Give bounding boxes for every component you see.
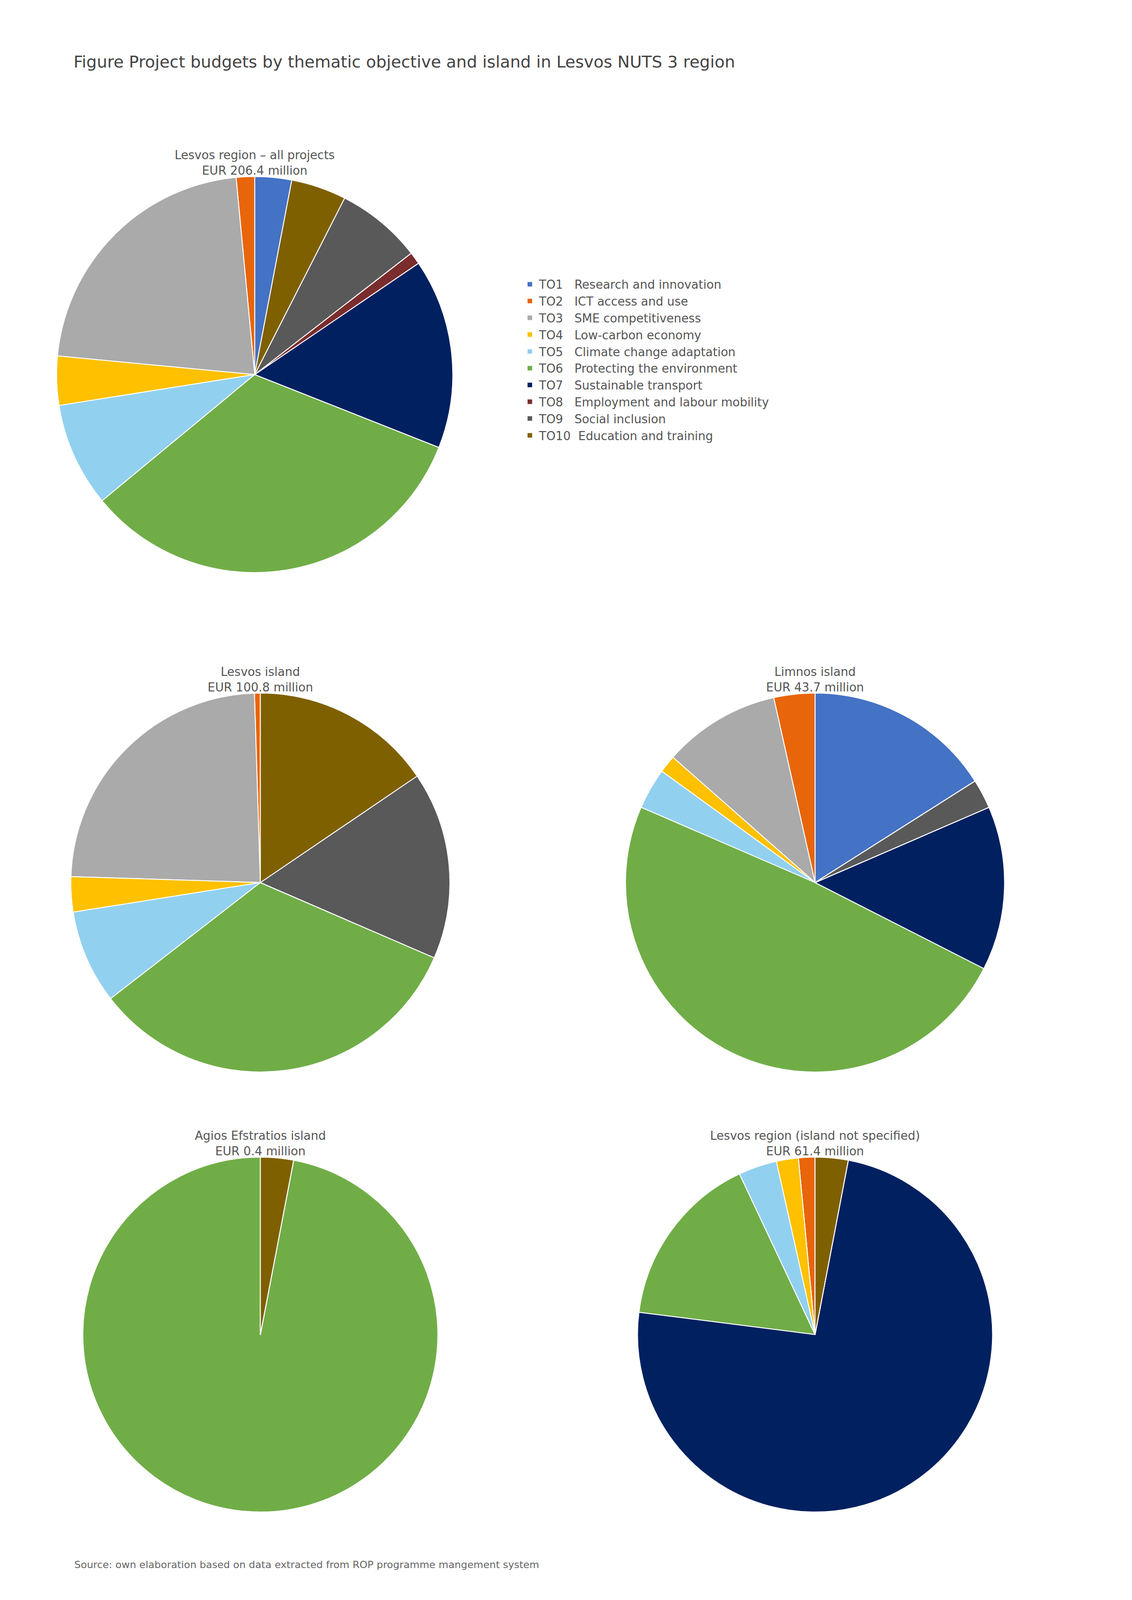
svg-text:TO1 Research and innovation: TO1 Research and innovation: [538, 277, 722, 292]
svg-text:TO6 Protecting the environme: TO6 Protecting the environment: [538, 361, 738, 376]
svg-text:Figure Project budgets by them: Figure Project budgets by thematic objec…: [73, 52, 736, 72]
svg-text:TO9 Social inclusion: TO9 Social inclusion: [538, 412, 666, 427]
svg-text:TO3 SME competitiveness: TO3 SME competitiveness: [538, 311, 701, 326]
svg-text:TO2 ICT access and use: TO2 ICT access and use: [538, 294, 689, 309]
svg-text:Lesvos region – all projectsEU: Lesvos region – all projectsEUR 206.4 mi…: [174, 148, 335, 178]
svg-text:TO4 Low-carbon economy: TO4 Low-carbon economy: [538, 328, 702, 343]
svg-text:Source: own elaboration based: Source: own elaboration based on data ex…: [74, 1559, 540, 1571]
svg-text:Limnos islandEUR 43.7 million: Limnos islandEUR 43.7 million: [766, 665, 865, 695]
svg-text:TO5 Climate change adaptatio: TO5 Climate change adaptation: [538, 345, 736, 360]
svg-text:TO7 Sustainable transport: TO7 Sustainable transport: [538, 378, 703, 393]
svg-text:Lesvos islandEUR 100.8 million: Lesvos islandEUR 100.8 million: [207, 665, 313, 695]
svg-text:TO8 Employment and labour mo: TO8 Employment and labour mobility: [538, 395, 769, 410]
svg-text:Lesvos region (island not spec: Lesvos region (island not specified)EUR …: [709, 1129, 920, 1159]
svg-text:Agios Efstratios islandEUR 0.4: Agios Efstratios islandEUR 0.4 million: [194, 1129, 326, 1159]
svg-text:TO10 Education and training: TO10 Education and training: [538, 429, 714, 444]
